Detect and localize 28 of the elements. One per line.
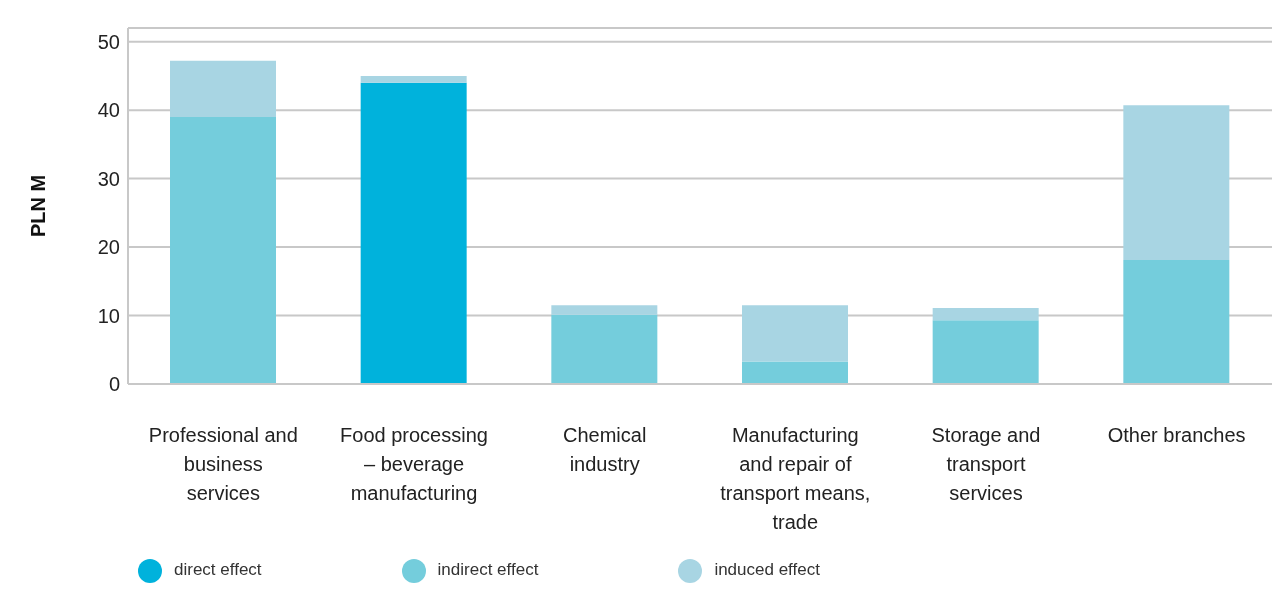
y-tick-label: 40 xyxy=(97,99,120,122)
y-tick-label: 10 xyxy=(97,304,120,327)
bar xyxy=(932,320,1039,384)
bar xyxy=(170,60,276,117)
bar xyxy=(1123,260,1230,384)
bar xyxy=(1123,105,1230,261)
legend-label: direct effect xyxy=(174,560,262,580)
x-tick-label: Other branches xyxy=(1107,424,1246,446)
x-tick-label: Food processing – beverage manufacturing xyxy=(340,424,488,504)
y-tick-label: 30 xyxy=(97,167,120,190)
bar xyxy=(360,75,467,83)
x-tick-label: Storage and transport services xyxy=(931,424,1041,504)
y-tick-label: 0 xyxy=(108,373,120,396)
y-tick-label: 50 xyxy=(97,30,120,53)
bar xyxy=(932,308,1039,321)
bar xyxy=(551,314,658,384)
bar xyxy=(170,117,276,384)
x-tick-label: Chemical industry xyxy=(562,424,647,475)
bar xyxy=(742,305,848,362)
bar xyxy=(360,82,467,384)
bar xyxy=(742,361,848,384)
legend-label: induced effect xyxy=(714,560,820,580)
y-tick-label: 20 xyxy=(97,236,120,259)
x-tick-label: Professional and business services xyxy=(148,424,298,504)
y-axis-title: PLN M xyxy=(27,174,50,238)
bar xyxy=(551,305,658,315)
legend-label: indirect effect xyxy=(437,560,539,580)
x-tick-label: Manufacturing and repair of transport means, trade xyxy=(720,424,871,533)
